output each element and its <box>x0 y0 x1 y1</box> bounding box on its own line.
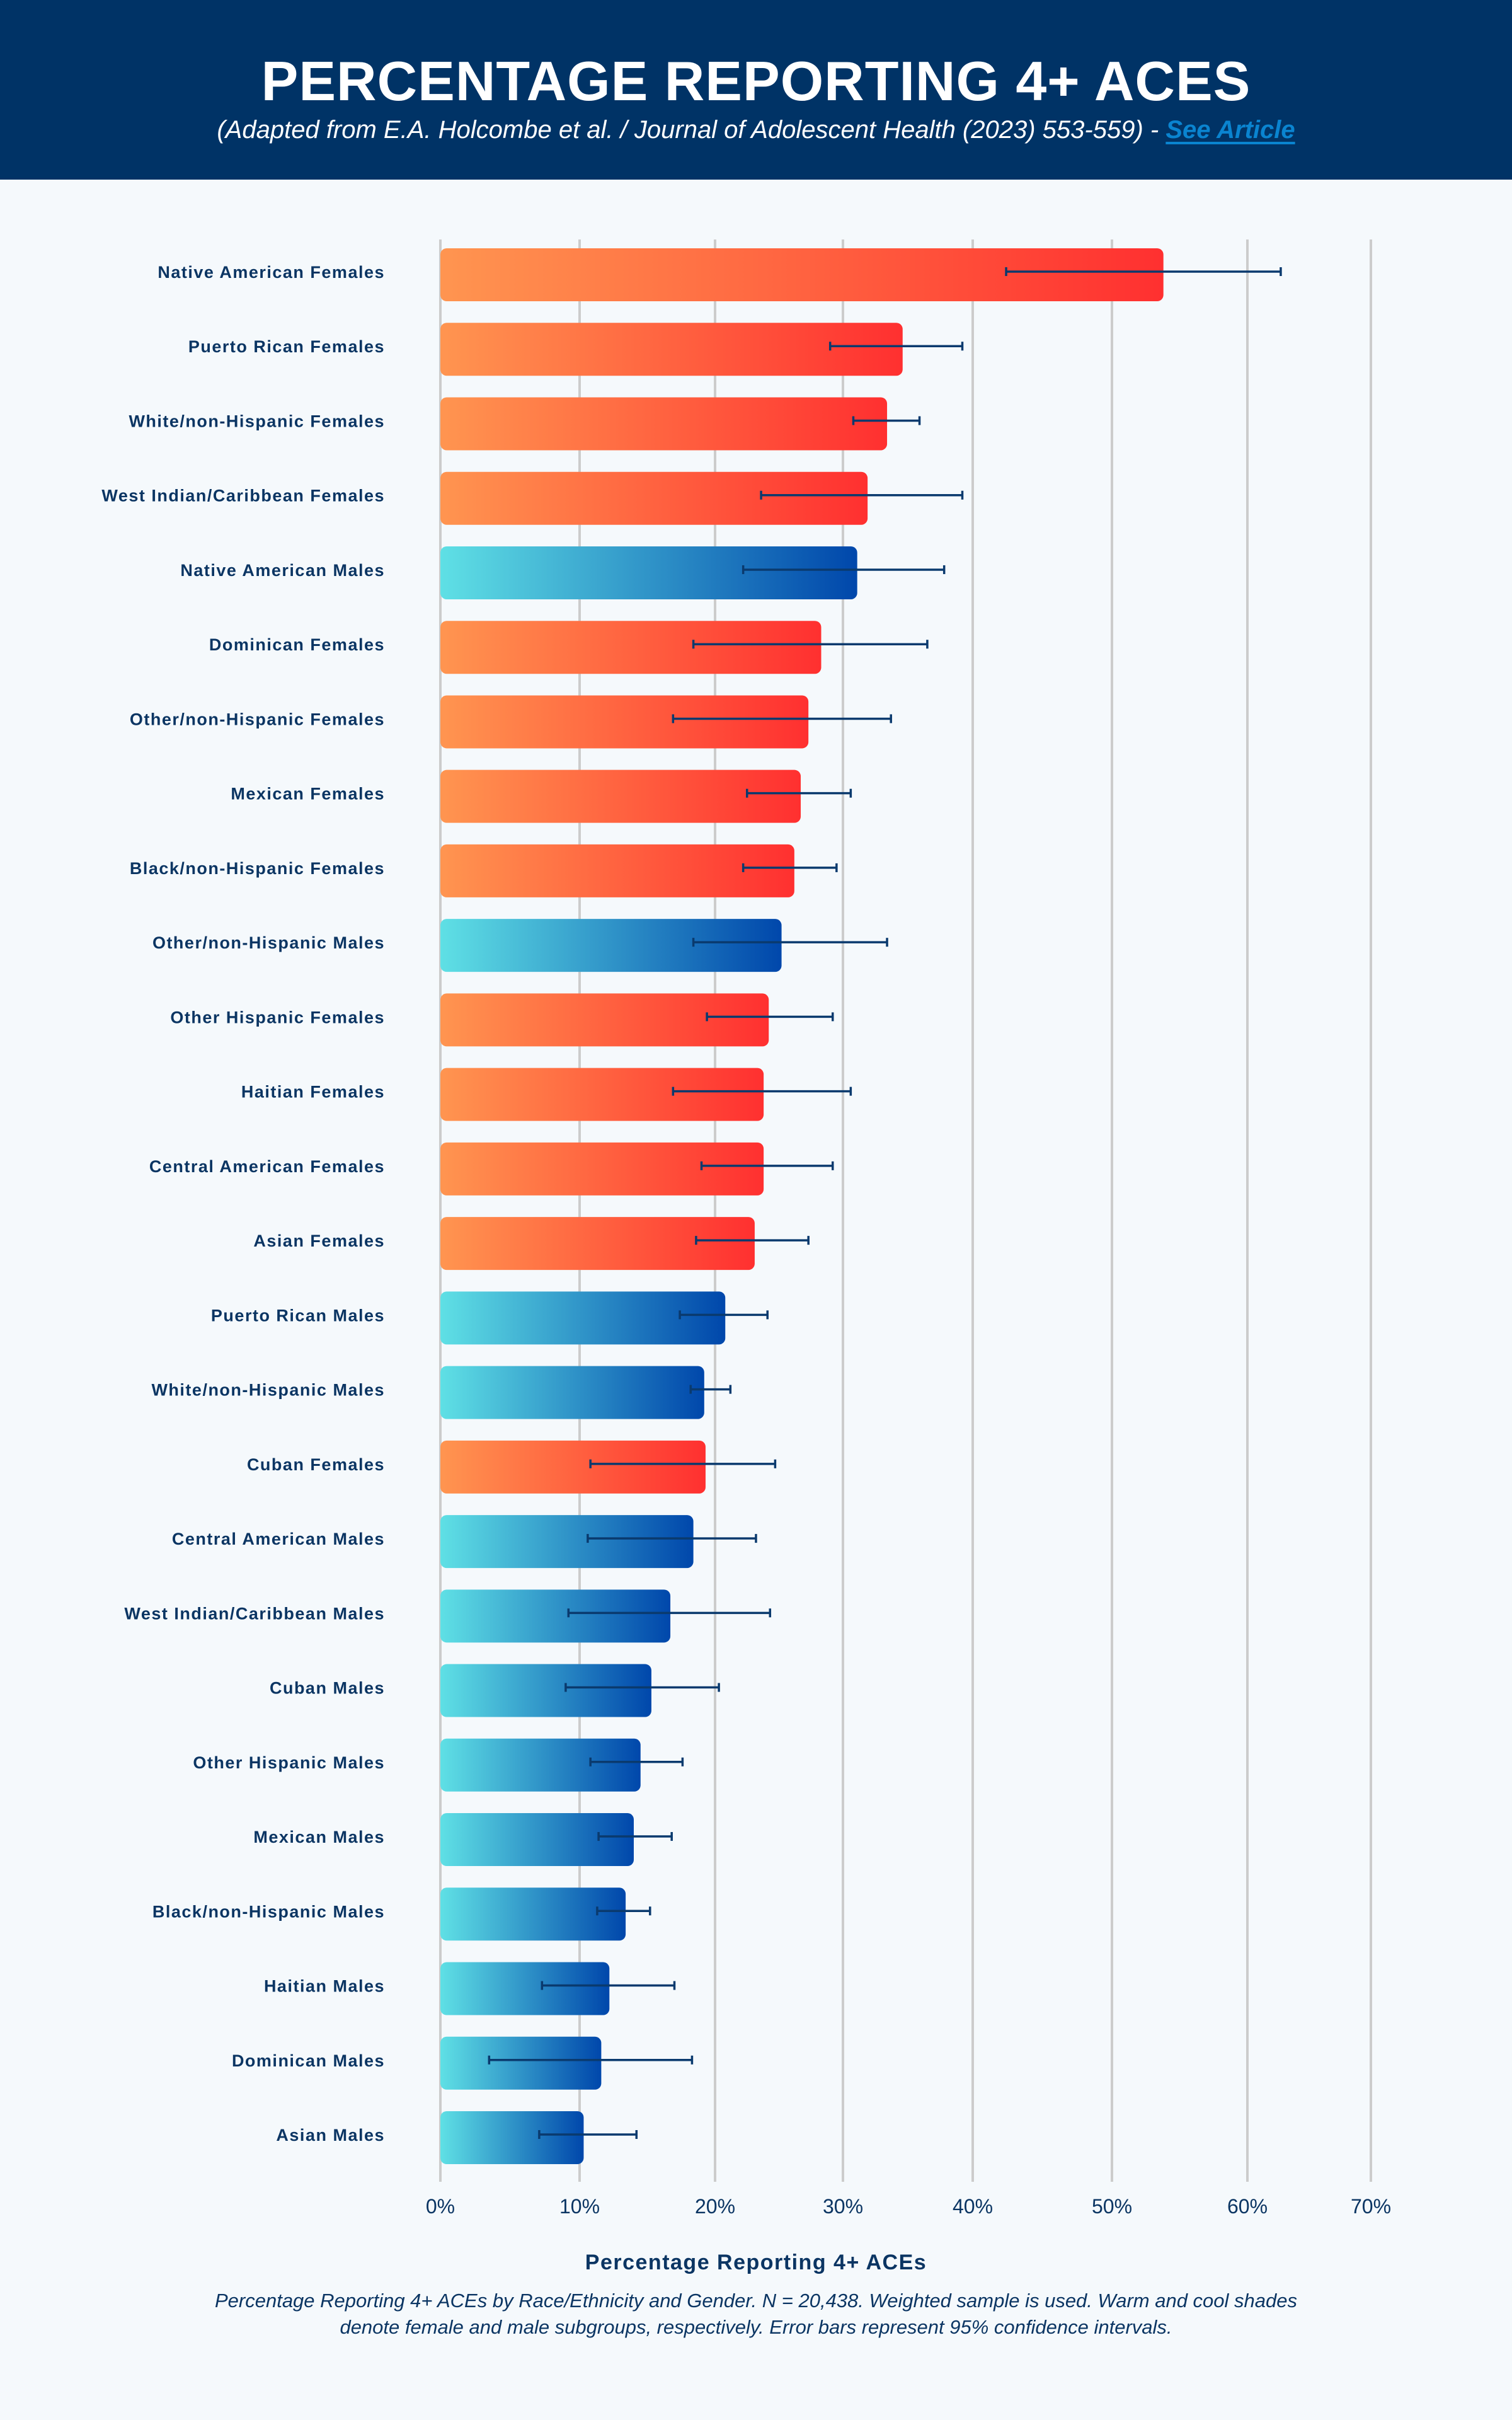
category-labels: Native American Females Puerto Rican Fema… <box>101 263 385 2145</box>
bar-male <box>440 2036 602 2090</box>
error-bar <box>852 416 921 425</box>
error-bar <box>596 1906 651 1916</box>
category-label: Other Hispanic Females <box>170 1008 385 1027</box>
x-tick-labels: 0% 10% 20% 30% 40% 50% 60% 70% <box>426 2195 1391 2218</box>
error-bar <box>541 1981 676 1990</box>
bar-male <box>440 1813 634 1867</box>
error-bar <box>587 1534 757 1543</box>
category-label: Other/non-Hispanic Males <box>152 933 385 952</box>
chart-subtitle: (Adapted from E.A. Holcombe et al. / Jou… <box>0 112 1512 147</box>
error-bar <box>689 1385 732 1394</box>
bar-female <box>440 1217 755 1270</box>
error-bar <box>538 2130 638 2139</box>
category-label: Cuban Females <box>247 1455 385 1474</box>
error-bar <box>589 1459 777 1468</box>
figure-caption: Percentage Reporting 4+ ACEs by Race/Eth… <box>214 2290 1298 2338</box>
category-label: Black/non-Hispanic Males <box>152 1902 385 1921</box>
x-tick-label: 10% <box>559 2195 600 2218</box>
bar-male <box>440 2111 584 2164</box>
bar-male <box>440 1515 694 1569</box>
bar-female <box>440 993 769 1047</box>
header-banner: PERCENTAGE REPORTING 4+ ACES (Adapted fr… <box>0 0 1512 180</box>
x-tick-label: 30% <box>823 2195 863 2218</box>
error-bar <box>742 863 838 872</box>
bar-female <box>440 769 801 823</box>
category-label: Central American Females <box>149 1157 385 1176</box>
bar-male <box>440 546 857 599</box>
bar-male <box>440 1962 610 2015</box>
category-label: Haitian Females <box>241 1083 385 1102</box>
bar-male <box>440 1664 651 1717</box>
error-bar <box>672 1086 852 1096</box>
category-label: West Indian/Caribbean Males <box>124 1604 385 1623</box>
bar-female <box>440 621 822 674</box>
error-bar <box>679 1310 769 1320</box>
x-tick-label: 60% <box>1227 2195 1268 2218</box>
category-label: Other/non-Hispanic Females <box>130 710 385 729</box>
error-bar <box>692 640 929 649</box>
error-bar <box>706 1012 834 1022</box>
category-label: Cuban Males <box>270 1679 385 1698</box>
see-article-link[interactable]: See Article <box>1166 116 1295 144</box>
bar-female <box>440 471 868 525</box>
error-bar <box>760 490 964 500</box>
x-tick-label: 40% <box>953 2195 993 2218</box>
x-tick-label: 50% <box>1092 2195 1132 2218</box>
category-label: Asian Females <box>253 1231 385 1250</box>
category-label: Mexican Females <box>231 785 385 804</box>
category-label: Black/non-Hispanic Females <box>130 859 385 878</box>
error-bar <box>742 565 946 574</box>
bar-female <box>440 695 809 749</box>
error-bar <box>828 342 964 351</box>
category-label: Puerto Rican Females <box>188 337 385 356</box>
x-tick-label: 20% <box>695 2195 735 2218</box>
bar-male <box>440 1589 671 1643</box>
category-label: Dominican Females <box>209 635 385 654</box>
chart-title: PERCENTAGE REPORTING 4+ ACES <box>261 50 1251 112</box>
bars <box>440 248 1164 2164</box>
error-bar <box>589 1757 684 1766</box>
bar-female <box>440 1142 764 1196</box>
category-label: Mexican Males <box>253 1828 385 1847</box>
bar-male <box>440 919 782 972</box>
bar-female <box>440 397 888 451</box>
category-label: Other Hispanic Males <box>193 1753 385 1772</box>
category-label: West Indian/Caribbean Females <box>101 487 385 505</box>
bar-female <box>440 1440 706 1494</box>
category-label: Native American Males <box>180 561 385 580</box>
x-tick-label: 70% <box>1351 2195 1391 2218</box>
bar-male <box>440 1291 726 1345</box>
category-label: Central American Males <box>172 1530 385 1548</box>
category-label: Native American Females <box>158 263 385 282</box>
x-axis-title: Percentage Reporting 4+ ACEs <box>585 2250 927 2274</box>
source-citation: (Adapted from E.A. Holcombe et al. / Jou… <box>217 116 1166 144</box>
category-label: Haitian Males <box>264 1977 385 1996</box>
bar-female <box>440 844 794 897</box>
error-bar <box>564 1683 720 1692</box>
bar-female <box>440 1068 764 1121</box>
bar-female <box>440 248 1164 301</box>
bar-female <box>440 323 903 376</box>
category-label: Asian Males <box>276 2126 385 2145</box>
error-bars <box>488 267 1282 2139</box>
error-bar <box>746 788 852 798</box>
x-tick-label: 0% <box>426 2195 455 2218</box>
bar-male <box>440 1738 641 1792</box>
category-label: White/non-Hispanic Females <box>129 412 385 430</box>
category-label: White/non-Hispanic Males <box>151 1381 385 1400</box>
error-bar <box>1005 267 1282 276</box>
error-bar <box>567 1608 772 1618</box>
error-bar <box>488 2055 694 2065</box>
category-label: Dominican Males <box>232 2051 385 2070</box>
error-bar <box>597 1832 673 1841</box>
category-label: Puerto Rican Males <box>211 1306 385 1325</box>
error-bar <box>692 938 888 947</box>
bar-male <box>440 1887 626 1941</box>
error-bar <box>672 714 892 723</box>
error-bar <box>695 1236 810 1245</box>
error-bar <box>700 1161 834 1170</box>
bar-male <box>440 1366 704 1419</box>
